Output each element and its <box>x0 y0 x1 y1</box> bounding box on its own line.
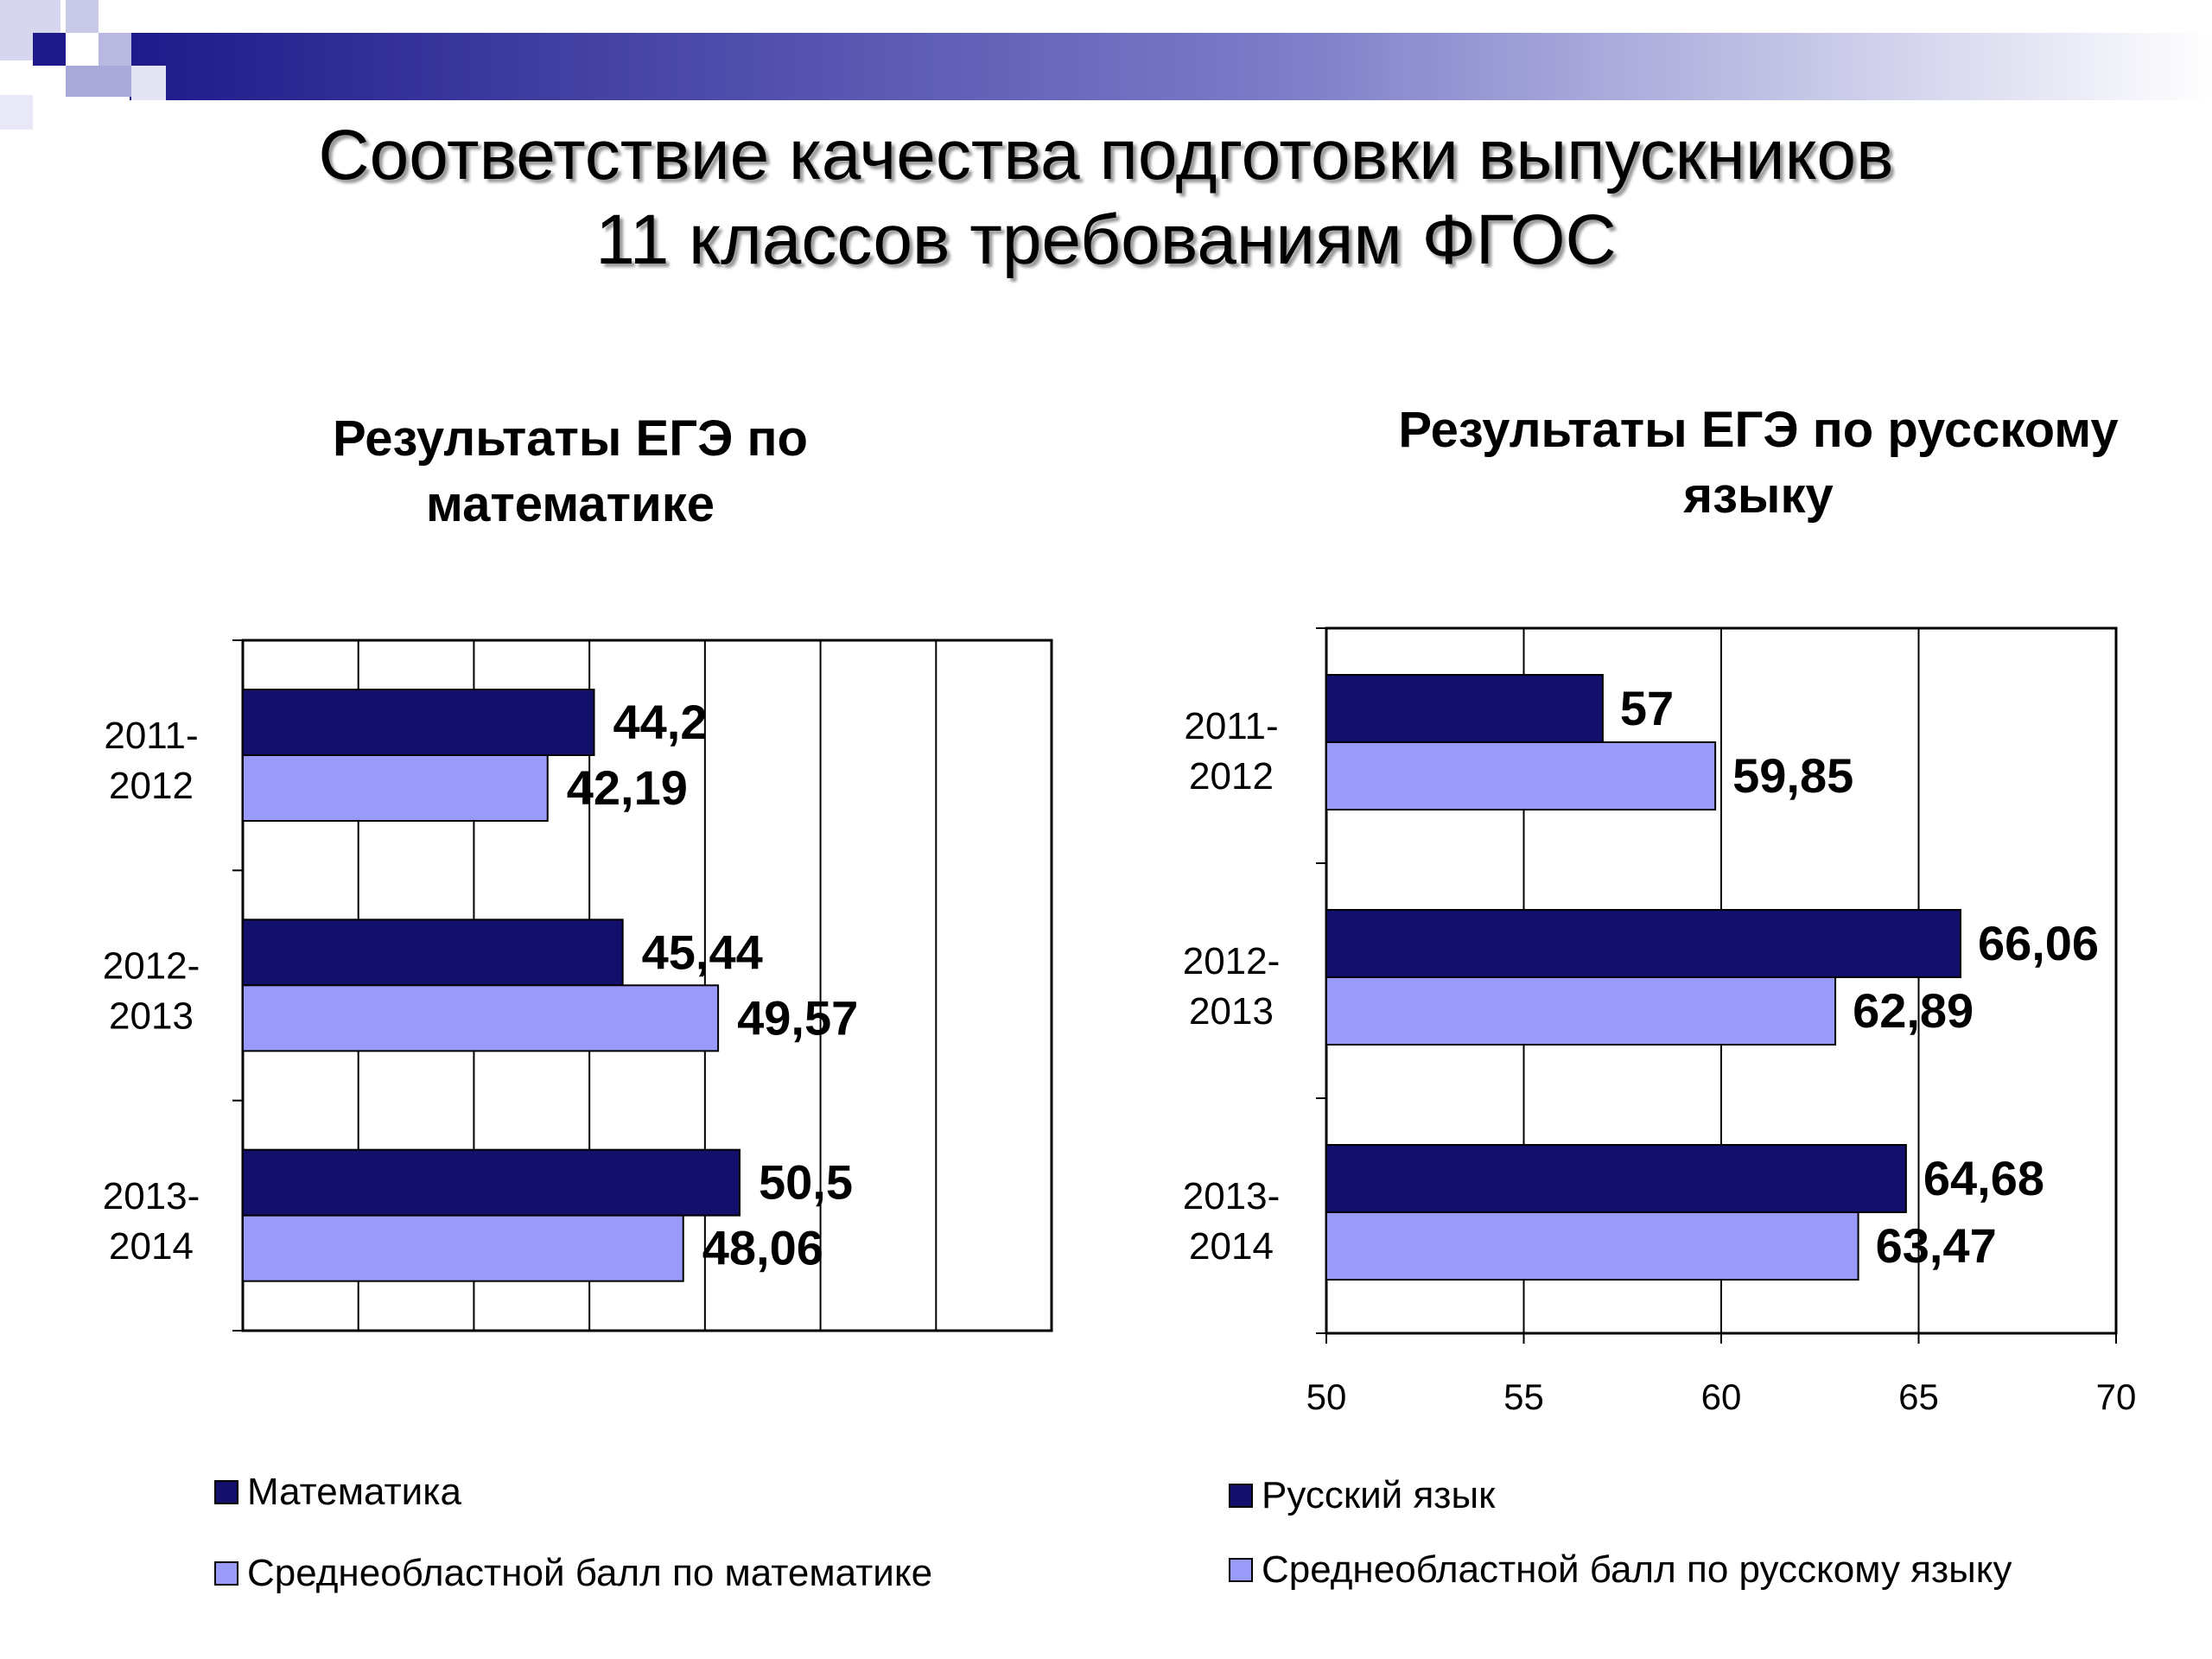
russian-x-tick-label: 70 <box>2096 1376 2137 1417</box>
russian-x-tick-label: 60 <box>1701 1376 1742 1417</box>
math-category-label: 2013 <box>109 995 194 1038</box>
russian-chart-title-line2: языку <box>1683 467 1834 524</box>
math-category-label: 2012 <box>109 765 194 807</box>
legend-swatch-light <box>1229 1558 1253 1582</box>
legend-item-russian: Русский язык <box>1229 1474 1495 1517</box>
russian-category-label: 2012 <box>1189 755 1274 798</box>
math-data-label: 45,44 <box>642 925 763 979</box>
legend-item-math: Математика <box>214 1471 461 1514</box>
math-bar <box>242 1214 684 1282</box>
math-bar <box>242 1148 741 1217</box>
math-category-label: 2014 <box>109 1225 194 1268</box>
math-category-label: 2012- <box>103 945 200 988</box>
header-gradient-bar <box>130 33 2212 100</box>
russian-data-label: 59,85 <box>1732 748 1853 803</box>
math-bar <box>242 984 720 1052</box>
russian-category-label: 2012- <box>1183 940 1281 982</box>
legend-label: Математика <box>247 1471 461 1513</box>
math-data-label: 42,19 <box>567 760 688 815</box>
slide-title-line2: 11 классов требованиям ФГОС <box>595 200 1617 279</box>
header-decoration <box>0 0 2212 130</box>
russian-bar <box>1325 674 1604 743</box>
russian-data-label: 57 <box>1620 681 1674 735</box>
math-bar <box>242 754 549 822</box>
russian-x-tick-label: 50 <box>1306 1376 1347 1417</box>
russian-data-label: 66,06 <box>1978 916 2099 970</box>
russian-category-label: 2014 <box>1189 1225 1274 1268</box>
math-data-label: 49,57 <box>737 990 858 1045</box>
russian-x-tick-label: 55 <box>1503 1376 1544 1417</box>
math-chart-title-line1: Результаты ЕГЭ по <box>333 410 808 467</box>
russian-bar <box>1325 909 1961 978</box>
math-data-label: 48,06 <box>702 1221 823 1275</box>
russian-data-label: 63,47 <box>1876 1218 1997 1273</box>
math-bar <box>242 689 595 756</box>
deco-square <box>99 33 131 66</box>
math-bar <box>242 918 624 987</box>
russian-bar <box>1325 1144 1907 1213</box>
legend-swatch-dark <box>214 1480 238 1504</box>
math-category-label: 2011- <box>104 715 198 757</box>
legend-item-math-avg: Среднеобластной балл по математике <box>214 1552 932 1595</box>
russian-bar <box>1325 741 1717 810</box>
russian-x-tick-label: 65 <box>1898 1376 1939 1417</box>
russian-category-label: 2011- <box>1184 705 1278 747</box>
deco-square <box>0 95 33 130</box>
math-category-label: 2013- <box>103 1175 200 1217</box>
russian-bar <box>1325 976 1837 1046</box>
legend-swatch-dark <box>1229 1484 1253 1508</box>
deco-square <box>66 66 131 97</box>
legend-label: Среднеобластной балл по русскому языку <box>1262 1548 2012 1591</box>
math-chart-title-line2: математике <box>425 476 715 532</box>
legend-swatch-light <box>214 1561 238 1586</box>
russian-data-label: 62,89 <box>1853 983 1974 1038</box>
russian-bar <box>1325 1211 1859 1281</box>
russian-category-label: 2013 <box>1189 990 1274 1033</box>
russian-data-label: 64,68 <box>1923 1151 2044 1205</box>
deco-square <box>66 0 99 33</box>
math-data-label: 50,5 <box>759 1155 853 1210</box>
russian-chart-title-line1: Результаты ЕГЭ по русскому <box>1398 402 2119 458</box>
deco-square <box>131 66 166 100</box>
legend-label: Русский язык <box>1262 1474 1496 1516</box>
math-data-label: 44,2 <box>613 695 707 749</box>
legend-item-russian-avg: Среднеобластной балл по русскому языку <box>1229 1548 2012 1592</box>
legend-label: Среднеобластной балл по математике <box>247 1552 933 1594</box>
russian-category-label: 2013- <box>1183 1175 1281 1217</box>
slide-title-line1: Соответствие качества подготовки выпускн… <box>318 116 1894 194</box>
deco-square <box>33 33 66 66</box>
